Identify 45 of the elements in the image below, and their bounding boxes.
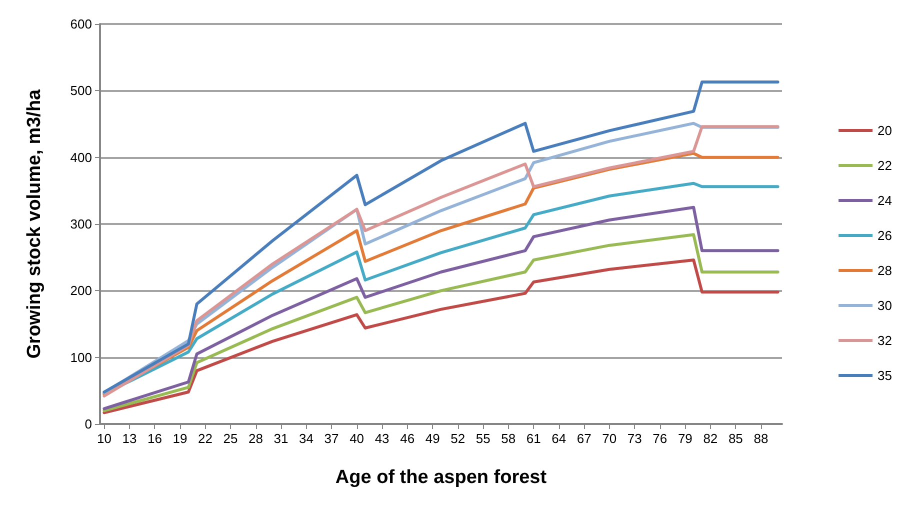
x-tick-label: 37: [324, 431, 339, 446]
x-tick-label: 70: [602, 431, 617, 446]
x-tick-label: 88: [754, 431, 768, 446]
x-tick-label: 82: [703, 431, 718, 446]
x-tick-label: 40: [350, 431, 364, 446]
x-tick-label: 79: [678, 431, 692, 446]
x-tick-label: 25: [223, 431, 238, 446]
y-tick-label: 100: [70, 350, 92, 365]
x-tick-label: 73: [627, 431, 642, 446]
x-tick-label: 55: [476, 431, 490, 446]
line-series: [102, 258, 780, 414]
legend-label: 24: [878, 193, 892, 208]
x-tick-label: 49: [425, 431, 440, 446]
x-tick-label: 34: [299, 431, 314, 446]
x-tick-label: 58: [501, 431, 516, 446]
y-tick-label: 400: [70, 150, 92, 165]
legend-label: 30: [878, 298, 892, 313]
legend-label: 28: [878, 263, 892, 278]
legend-label: 32: [878, 333, 892, 348]
y-tick-label: 500: [70, 83, 92, 98]
legend-label: 26: [878, 228, 892, 243]
y-axis-title: Growing stock volume, m3/ha: [24, 88, 45, 359]
x-tick-label: 16: [147, 431, 162, 446]
legend-label: 20: [878, 123, 892, 138]
x-tick-label: 13: [122, 431, 137, 446]
y-tick-label: 200: [70, 283, 92, 298]
x-tick-label: 76: [652, 431, 668, 446]
x-tick-label: 67: [576, 431, 592, 446]
x-tick-label: 43: [374, 431, 390, 446]
x-tick-label: 85: [728, 431, 743, 446]
legend-label: 35: [878, 368, 892, 383]
legend-label: 22: [878, 158, 892, 173]
x-axis-title: Age of the aspen forest: [335, 467, 548, 488]
y-tick-label: 600: [70, 16, 92, 32]
y-tick-label: 0: [84, 416, 92, 432]
x-tick-label: 22: [198, 431, 212, 446]
y-tick-label: 300: [70, 216, 92, 232]
x-tick-label: 28: [248, 431, 263, 446]
x-tick-label: 64: [552, 431, 566, 446]
x-tick-label: 52: [450, 431, 466, 446]
x-tick-label: 19: [172, 431, 188, 446]
x-tick-label: 31: [274, 431, 288, 446]
x-tick-label: 61: [526, 431, 541, 446]
x-tick-label: 10: [96, 431, 112, 446]
x-tick-label: 46: [400, 431, 415, 446]
